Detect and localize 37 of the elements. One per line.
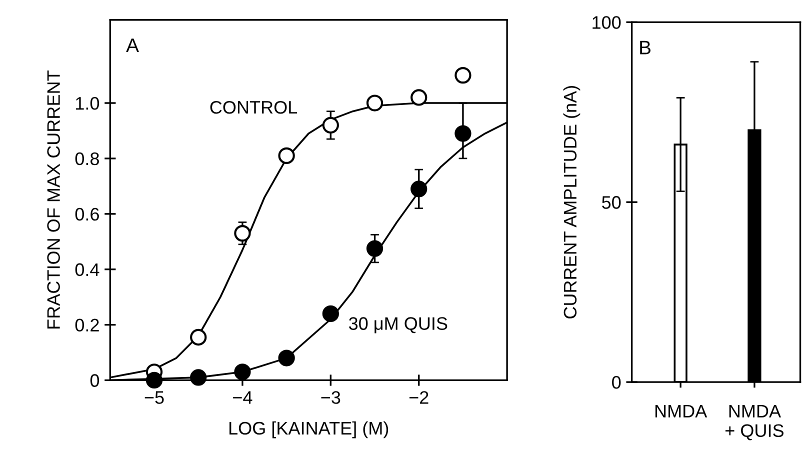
x-tick-label: −2 bbox=[409, 391, 428, 404]
point bbox=[278, 350, 295, 366]
point bbox=[190, 328, 207, 346]
x-axis-title: LOG [KAINATE] (M) bbox=[230, 421, 388, 438]
point bbox=[234, 364, 251, 380]
point bbox=[410, 180, 428, 198]
y-tick-label: 0.6 bbox=[75, 208, 99, 221]
x-tick-label: NMDA bbox=[655, 404, 708, 418]
y-tick-label: 0.8 bbox=[75, 152, 99, 166]
point bbox=[322, 305, 339, 322]
series-label: 30 μM QUIS bbox=[348, 317, 448, 334]
y-axis-title: CURRENT AMPLITUDE (nA) bbox=[563, 86, 580, 318]
x-tick-label: −5 bbox=[144, 391, 164, 404]
point bbox=[366, 240, 384, 257]
y-tick-label: 0.2 bbox=[75, 318, 99, 332]
y-tick-label: 50 bbox=[602, 196, 621, 209]
x-tick-label: NMDA + QUIS bbox=[725, 404, 784, 440]
y-axis-title: FRACTION OF MAX CURRENT bbox=[47, 70, 60, 328]
y-tick-label: 100 bbox=[592, 16, 621, 29]
point bbox=[146, 372, 163, 389]
point bbox=[454, 66, 472, 84]
point bbox=[410, 89, 428, 106]
x-tick-label: −3 bbox=[321, 391, 340, 404]
y-tick-label: 0 bbox=[90, 374, 100, 387]
point bbox=[366, 94, 384, 112]
y-tick-label: 1.0 bbox=[76, 96, 100, 110]
point bbox=[190, 369, 207, 386]
series-label: CONTROL bbox=[210, 100, 298, 114]
point bbox=[322, 116, 339, 134]
y-tick-label: 0 bbox=[612, 376, 621, 389]
x-tick-label: −4 bbox=[233, 391, 252, 404]
annotation: A bbox=[126, 38, 139, 52]
point bbox=[278, 147, 295, 164]
annotation: B bbox=[640, 40, 650, 54]
point bbox=[454, 125, 472, 142]
y-tick-label: 0.4 bbox=[75, 263, 100, 276]
point bbox=[234, 224, 251, 242]
